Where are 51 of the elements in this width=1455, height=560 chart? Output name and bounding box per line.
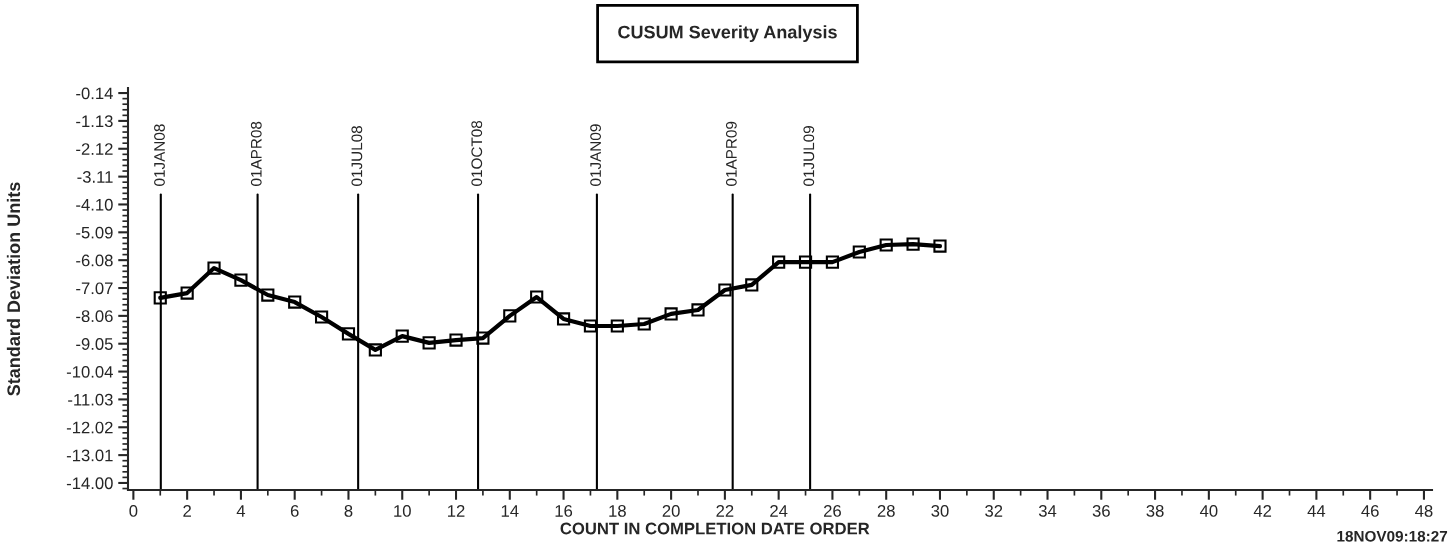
x-tick-label: 6 (290, 505, 299, 517)
y-axis-title: Standard Deviation Units (6, 182, 21, 396)
y-tick-label: -12.02 (66, 421, 113, 434)
y-tick-label: -9.05 (76, 338, 113, 350)
y-tick-label: -11.03 (68, 393, 113, 406)
y-tick-label: -2.12 (76, 143, 113, 155)
y-tick-label: -8.06 (76, 310, 113, 323)
y-tick-label: -1.13 (76, 115, 113, 128)
y-tick-label: -7.07 (76, 282, 113, 295)
y-tick-label: -4.10 (76, 198, 113, 211)
y-tick-label: -5.09 (76, 226, 113, 239)
y-tick-label: -0.14 (76, 87, 113, 100)
x-tick-label: 18 (609, 505, 626, 517)
x-tick-label: 20 (662, 505, 680, 517)
x-tick-label: 34 (1038, 505, 1057, 517)
x-tick-label: 22 (716, 505, 734, 517)
x-tick-label: 30 (931, 505, 949, 517)
x-tick-label: 36 (1092, 505, 1110, 517)
x-tick-label: 16 (555, 505, 573, 517)
x-tick-label: 2 (183, 505, 191, 517)
ref-line-label: 01APR09 (725, 121, 737, 186)
x-tick-label: 0 (129, 505, 138, 517)
x-tick-label: 8 (344, 505, 353, 517)
x-tick-label: 24 (770, 505, 788, 517)
ref-line-label: 01JAN08 (154, 124, 165, 186)
ref-line-label: 01JAN09 (590, 124, 601, 186)
ref-line-label: 01JUL09 (803, 126, 815, 186)
x-tick-label: 38 (1146, 505, 1164, 517)
text: 18NOV09:18:27 (1337, 530, 1448, 542)
x-tick-label: 46 (1361, 505, 1379, 517)
ref-line-label: 01APR08 (250, 121, 262, 186)
x-axis-title: COUNT IN COMPLETION DATE ORDER (560, 522, 870, 535)
x-tick-label: 44 (1307, 505, 1326, 517)
x-tick-label: 48 (1415, 505, 1433, 517)
ref-line-label: 01JUL08 (351, 126, 363, 186)
x-tick-label: 40 (1199, 505, 1218, 517)
x-tick-label: 12 (448, 505, 465, 517)
x-tick-label: 26 (824, 505, 841, 517)
x-tick-label: 14 (501, 505, 519, 517)
y-tick-label: -14.00 (66, 477, 113, 490)
x-tick-label: 42 (1253, 505, 1272, 517)
chart-title: CUSUM Severity Analysis (618, 25, 837, 43)
x-tick-label: 10 (394, 505, 411, 517)
x-tick-label: 4 (236, 505, 246, 517)
x-tick-label: 32 (985, 505, 1003, 517)
y-tick-label: -13.01 (66, 449, 113, 462)
x-tick-label: 28 (877, 505, 895, 517)
ref-line-label: 01OCT08 (471, 120, 483, 186)
y-tick-label: -10.04 (66, 365, 113, 378)
y-tick-label: -3.11 (77, 171, 113, 183)
y-tick-label: -6.08 (76, 254, 113, 267)
